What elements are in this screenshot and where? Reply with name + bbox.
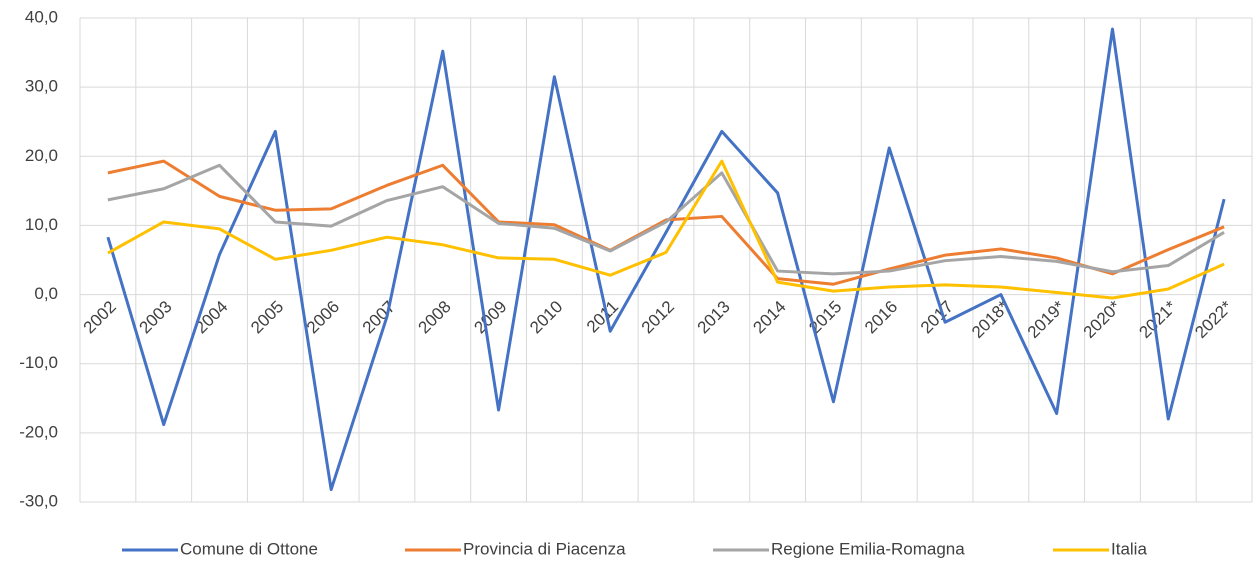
y-tick-label: 30,0	[25, 77, 58, 96]
y-tick-label: 40,0	[25, 7, 58, 26]
x-tick-label: 2006	[303, 297, 343, 337]
x-tick-label: 2002	[80, 297, 120, 337]
y-tick-label: 10,0	[25, 215, 58, 234]
x-tick-label: 2008	[415, 297, 455, 337]
x-tick-label: 2009	[470, 297, 510, 337]
legend-label: Comune di Ottone	[180, 539, 318, 558]
x-tick-label: 2014	[749, 297, 789, 337]
y-tick-label: -20,0	[19, 422, 58, 441]
series-line	[107, 159, 1225, 300]
y-tick-label: -10,0	[19, 353, 58, 372]
y-tick-label: -30,0	[19, 491, 58, 510]
y-tick-label: 0,0	[34, 284, 58, 303]
x-tick-label: 2003	[136, 297, 176, 337]
x-tick-label: 2017	[917, 297, 957, 337]
x-tick-label: 2010	[526, 297, 566, 337]
series-line	[107, 163, 1225, 276]
legend-label: Provincia di Piacenza	[463, 539, 626, 558]
x-tick-label: 2020*	[1080, 297, 1125, 342]
series-line	[106, 27, 1226, 492]
x-tick-label: 2021*	[1135, 297, 1180, 342]
x-tick-label: 2012	[638, 297, 678, 337]
legend-label: Italia	[1111, 539, 1147, 558]
series-line	[107, 159, 1225, 286]
x-tick-label: 2013	[694, 297, 734, 337]
x-tick-label: 2016	[861, 297, 901, 337]
x-tick-label: 2019*	[1024, 297, 1069, 342]
x-tick-label: 2005	[247, 297, 287, 337]
y-tick-label: 20,0	[25, 146, 58, 165]
x-tick-label: 2007	[359, 297, 399, 337]
legend-label: Regione Emilia-Romagna	[771, 539, 965, 558]
